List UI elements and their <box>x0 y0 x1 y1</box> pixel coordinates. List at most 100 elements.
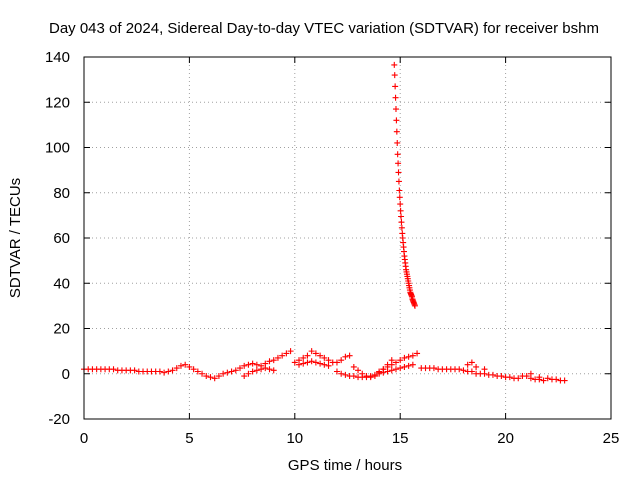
axis-ticks: 0 5 10 15 20 25 -20 0 20 40 60 80 100 120 140 <box>45 49 619 447</box>
data-point <box>300 354 307 361</box>
data-point <box>544 375 551 382</box>
data-point <box>215 373 222 380</box>
data-point <box>207 374 214 381</box>
data-point <box>325 362 332 369</box>
data-point <box>245 370 252 377</box>
data-point <box>384 368 391 375</box>
data-point <box>515 375 522 382</box>
data-point <box>363 373 370 380</box>
data-point <box>228 368 235 375</box>
data-point <box>393 128 400 135</box>
data-point <box>308 358 315 365</box>
data-point <box>262 365 269 372</box>
data-point <box>253 361 260 368</box>
data-point <box>401 354 408 361</box>
data-point <box>388 361 395 368</box>
data-point <box>411 302 418 309</box>
data-point <box>173 365 180 372</box>
data-point <box>395 169 402 176</box>
data-point <box>169 367 176 374</box>
data-point <box>376 370 383 377</box>
y-tick-label: 100 <box>45 140 70 157</box>
data-point <box>394 151 401 158</box>
x-tick-label: 5 <box>185 430 193 447</box>
data-point <box>241 373 248 380</box>
data-point <box>249 368 256 375</box>
data-point <box>279 352 286 359</box>
y-tick-label: 60 <box>53 230 70 247</box>
data-point <box>194 368 201 375</box>
data-point <box>266 366 273 373</box>
data-point <box>394 139 401 146</box>
data-point <box>481 366 488 373</box>
data-point <box>392 106 399 113</box>
data-point <box>398 224 405 231</box>
data-point <box>393 117 400 124</box>
data-point <box>308 348 315 355</box>
data-point <box>165 368 172 375</box>
data-point <box>287 348 294 355</box>
data-point <box>398 219 405 226</box>
data-point <box>199 370 206 377</box>
data-point <box>338 370 345 377</box>
data-point <box>398 213 405 220</box>
data-point <box>270 357 277 364</box>
data-point <box>190 366 197 373</box>
data-point <box>397 365 404 372</box>
data-point <box>388 367 395 374</box>
y-tick-label: 20 <box>53 321 70 338</box>
data-point <box>498 373 505 380</box>
y-tick-label: 0 <box>62 366 70 383</box>
y-axis-label: SDTVAR / TECUs <box>7 178 24 298</box>
data-point <box>395 178 402 185</box>
data-point <box>523 373 530 380</box>
data-point <box>395 160 402 167</box>
data-point <box>414 350 421 357</box>
data-point <box>177 362 184 369</box>
data-point <box>182 361 189 368</box>
data-point <box>312 350 319 357</box>
data-point <box>371 373 378 380</box>
data-point <box>561 377 568 384</box>
data-point <box>392 83 399 90</box>
data-point <box>489 371 496 378</box>
chart-title: Day 043 of 2024, Sidereal Day-to-day VTE… <box>49 20 599 37</box>
data-point <box>253 367 260 374</box>
data-point <box>350 363 357 370</box>
data-point <box>397 207 404 214</box>
data-point <box>333 359 340 366</box>
data-point <box>270 367 277 374</box>
data-point <box>397 201 404 208</box>
data-point <box>456 366 463 373</box>
x-tick-label: 20 <box>497 430 514 447</box>
data-point <box>409 361 416 368</box>
data-point <box>397 357 404 364</box>
data-points <box>81 61 568 384</box>
data-point <box>506 374 513 381</box>
data-point <box>401 363 408 370</box>
data-point <box>342 371 349 378</box>
x-axis-label: GPS time / hours <box>288 457 402 474</box>
x-tick-label: 0 <box>80 430 88 447</box>
data-point <box>359 370 366 377</box>
data-point <box>350 373 357 380</box>
data-point <box>317 360 324 367</box>
data-point <box>405 362 412 369</box>
data-point <box>304 352 311 359</box>
data-point <box>391 72 398 79</box>
data-point <box>203 373 210 380</box>
data-point <box>300 360 307 367</box>
data-point <box>321 361 328 368</box>
data-point <box>291 359 298 366</box>
x-tick-label: 15 <box>392 430 409 447</box>
data-point <box>392 94 399 101</box>
y-tick-label: -20 <box>48 411 70 428</box>
data-point <box>325 357 332 364</box>
data-point <box>468 368 475 375</box>
y-tick-label: 80 <box>53 185 70 202</box>
y-tick-label: 140 <box>45 49 70 66</box>
data-point <box>553 376 560 383</box>
x-tick-label: 25 <box>603 430 620 447</box>
data-point <box>342 353 349 360</box>
